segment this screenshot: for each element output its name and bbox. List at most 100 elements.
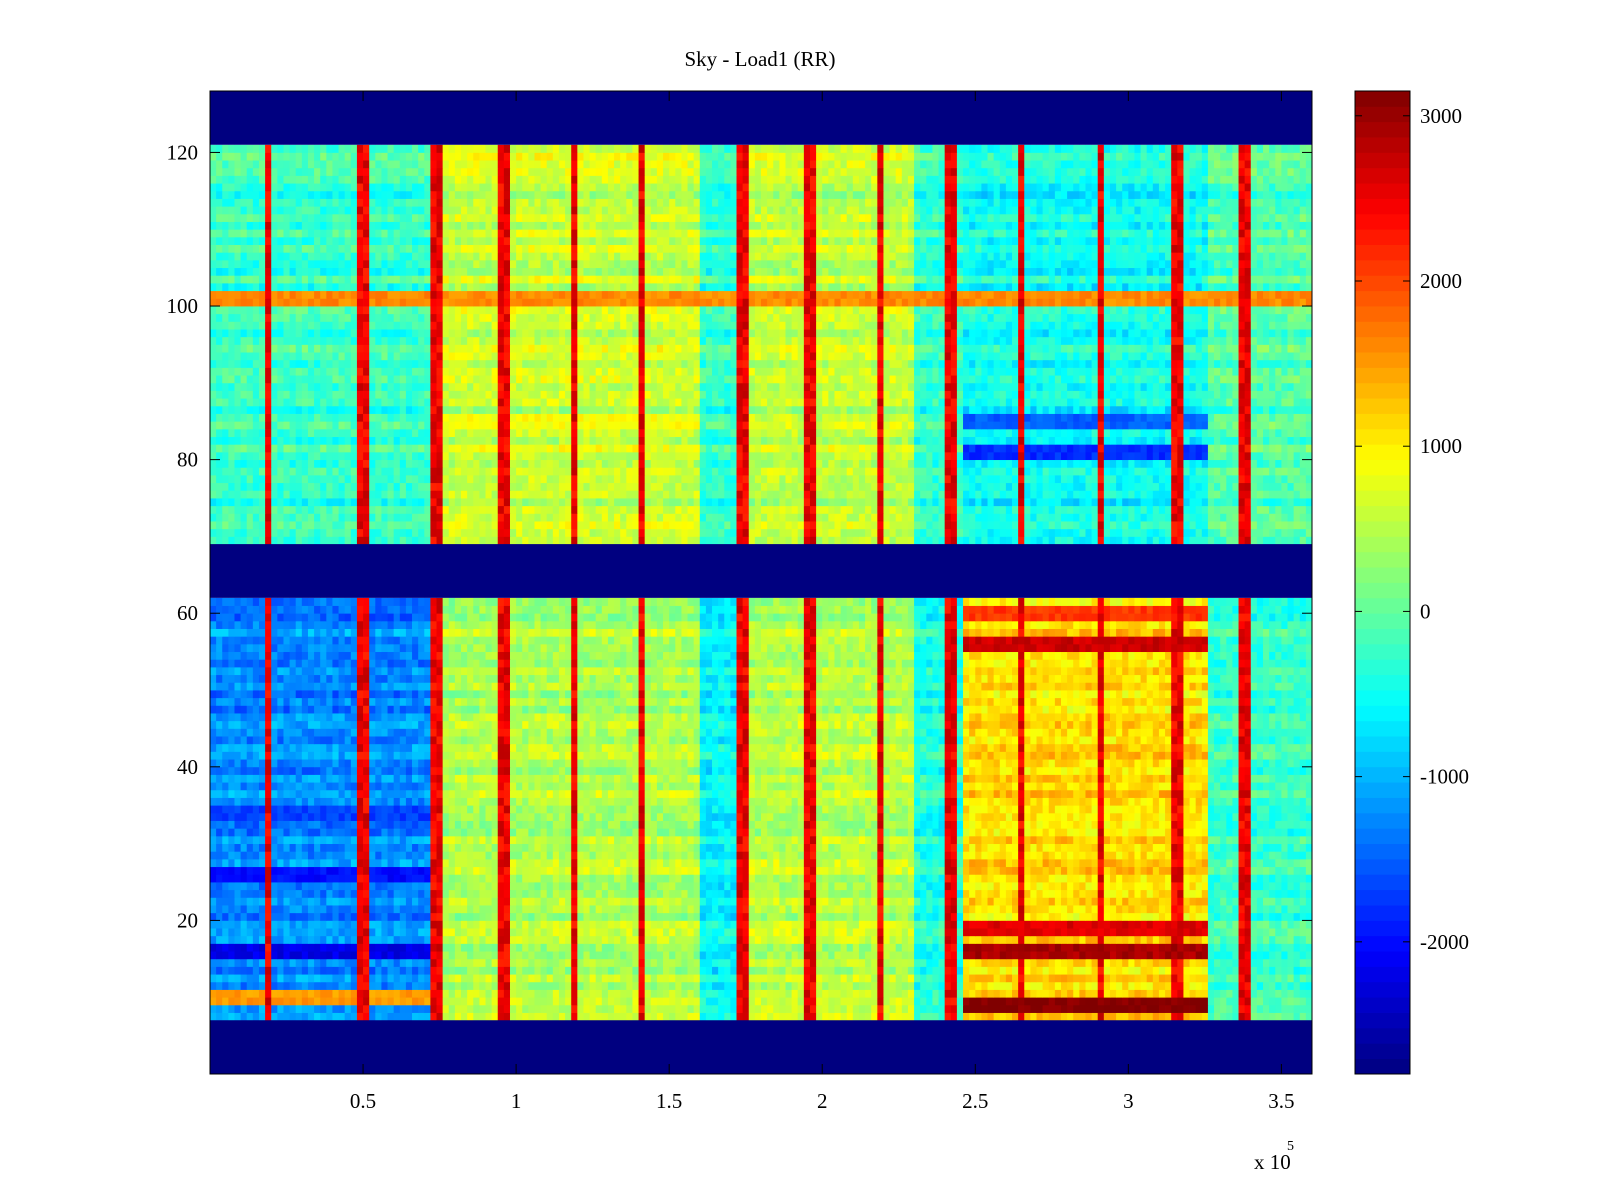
heatmap-cell <box>932 836 939 844</box>
heatmap-cell <box>522 821 529 829</box>
heatmap-cell <box>639 859 646 867</box>
heatmap-cell <box>847 951 854 959</box>
heatmap-cell <box>841 851 848 859</box>
heatmap-cell <box>1141 828 1148 836</box>
heatmap-cell <box>908 1013 915 1021</box>
heatmap-cell <box>755 851 762 859</box>
heatmap-cell <box>743 913 750 921</box>
heatmap-cell <box>1306 836 1313 844</box>
heatmap-cell <box>865 897 872 905</box>
heatmap-cell <box>657 882 664 890</box>
heatmap-cell <box>932 982 939 990</box>
heatmap-cell <box>241 966 248 974</box>
heatmap-cell <box>669 859 676 867</box>
heatmap-cell <box>277 859 284 867</box>
heatmap-cell <box>553 913 560 921</box>
heatmap-cell <box>1190 997 1197 1005</box>
heatmap-cell <box>767 897 774 905</box>
heatmap-cell <box>761 1005 768 1013</box>
heatmap-cell <box>1281 1013 1288 1021</box>
heatmap-cell <box>663 890 670 898</box>
heatmap-cell <box>798 805 805 813</box>
heatmap-cell <box>528 966 535 974</box>
heatmap-cell <box>277 828 284 836</box>
heatmap-cell <box>822 913 829 921</box>
heatmap-cell <box>1153 990 1160 998</box>
heatmap-cell <box>963 928 970 936</box>
heatmap-cell <box>1263 997 1270 1005</box>
heatmap-cell <box>1202 928 1209 936</box>
heatmap-cell <box>939 828 946 836</box>
heatmap-cell <box>1049 851 1056 859</box>
heatmap-cell <box>737 936 744 944</box>
heatmap-cell <box>388 851 395 859</box>
heatmap-cell <box>1085 913 1092 921</box>
heatmap-cell <box>418 959 425 967</box>
heatmap-cell <box>1018 828 1025 836</box>
heatmap-cell <box>657 913 664 921</box>
heatmap-cell <box>283 828 290 836</box>
heatmap-cell <box>890 867 897 875</box>
heatmap-cell <box>522 928 529 936</box>
heatmap-cell <box>461 836 468 844</box>
heatmap-cell <box>290 982 297 990</box>
heatmap-cell <box>669 905 676 913</box>
heatmap-cell <box>1092 966 1099 974</box>
heatmap-cell <box>534 813 541 821</box>
heatmap-cell <box>259 936 266 944</box>
heatmap-cell <box>1128 928 1135 936</box>
heatmap-cell <box>669 943 676 951</box>
heatmap-cell <box>394 920 401 928</box>
heatmap-cell <box>1190 928 1197 936</box>
heatmap-cell <box>406 913 413 921</box>
heatmap-cell <box>645 974 652 982</box>
heatmap-cell <box>234 990 241 998</box>
heatmap-cell <box>914 874 921 882</box>
heatmap-cell <box>700 959 707 967</box>
heatmap-cell <box>1067 828 1074 836</box>
heatmap-cell <box>877 959 884 967</box>
heatmap-cell <box>1245 913 1252 921</box>
heatmap-cell <box>737 882 744 890</box>
heatmap-cell <box>847 867 854 875</box>
heatmap-cell <box>853 905 860 913</box>
heatmap-cell <box>1018 966 1025 974</box>
heatmap-cell <box>718 990 725 998</box>
heatmap-cell <box>1061 882 1068 890</box>
heatmap-cell <box>988 851 995 859</box>
heatmap-cell <box>841 913 848 921</box>
heatmap-cell <box>779 959 786 967</box>
heatmap-cell <box>1196 920 1203 928</box>
heatmap-cell <box>565 974 572 982</box>
heatmap-cell <box>908 974 915 982</box>
heatmap-cell <box>1300 936 1307 944</box>
heatmap-cell <box>883 867 890 875</box>
heatmap-cell <box>486 982 493 990</box>
heatmap-cell <box>981 890 988 898</box>
heatmap-cell <box>773 805 780 813</box>
heatmap-cell <box>290 997 297 1005</box>
heatmap-cell <box>1251 882 1258 890</box>
heatmap-cell <box>559 813 566 821</box>
heatmap-cell <box>534 974 541 982</box>
heatmap-cell <box>1159 943 1166 951</box>
heatmap-cell <box>534 966 541 974</box>
heatmap-cell <box>449 882 456 890</box>
heatmap-cell <box>1159 990 1166 998</box>
heatmap-cell <box>234 897 241 905</box>
heatmap-cell <box>241 928 248 936</box>
heatmap-cell <box>1251 982 1258 990</box>
heatmap-cell <box>602 905 609 913</box>
heatmap-cell <box>1165 844 1172 852</box>
heatmap-cell <box>957 966 964 974</box>
heatmap-cell <box>853 1013 860 1021</box>
heatmap-cell <box>283 859 290 867</box>
heatmap-cell <box>590 982 597 990</box>
heatmap-cell <box>730 851 737 859</box>
heatmap-cell <box>1226 997 1233 1005</box>
heatmap-cell <box>1104 813 1111 821</box>
heatmap-cell <box>975 974 982 982</box>
heatmap-cell <box>577 928 584 936</box>
heatmap-cell <box>902 959 909 967</box>
heatmap-cell <box>1134 828 1141 836</box>
